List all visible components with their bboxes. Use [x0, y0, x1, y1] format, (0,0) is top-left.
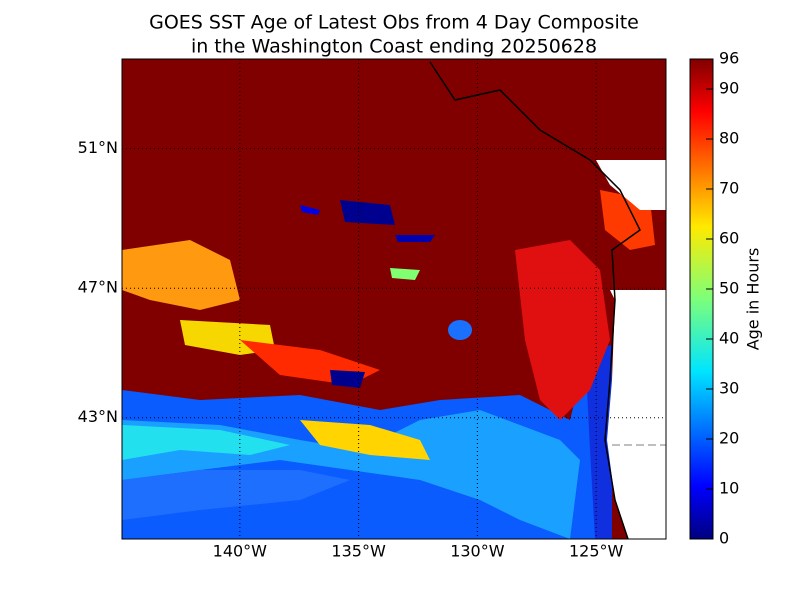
colorbar-tick-label: 80 — [719, 129, 739, 148]
title-line: GOES SST Age of Latest Obs from 4 Day Co… — [149, 12, 639, 34]
colorbar-tick-label: 96 — [719, 49, 739, 68]
colorbar — [689, 58, 714, 540]
title-line: in the Washington Coast ending 20250628 — [191, 36, 597, 58]
colorbar-tick-label: 70 — [719, 179, 739, 198]
colorbar-tick-label: 10 — [719, 479, 739, 498]
colorbar-tick-label: 0 — [719, 529, 729, 548]
x-tick-label: 130°W — [450, 542, 505, 561]
x-tick-label: 140°W — [213, 542, 268, 561]
colorbar-tick-label: 30 — [719, 379, 739, 398]
y-tick-label: 43°N — [78, 407, 118, 426]
colorbar-tick-label: 50 — [719, 279, 739, 298]
colorbar-label: Age in Hours — [744, 248, 763, 351]
colorbar-tick-label: 40 — [719, 329, 739, 348]
colorbar-tick-label: 20 — [719, 429, 739, 448]
sst-field — [122, 59, 666, 539]
x-tick-label: 125°W — [569, 542, 624, 561]
x-tick-label: 135°W — [331, 542, 386, 561]
y-tick-label: 51°N — [78, 138, 118, 157]
map-frame — [121, 58, 667, 540]
colorbar-tick-label: 90 — [719, 79, 739, 98]
y-tick-label: 47°N — [78, 278, 118, 297]
colorbar-tick-label: 60 — [719, 229, 739, 248]
